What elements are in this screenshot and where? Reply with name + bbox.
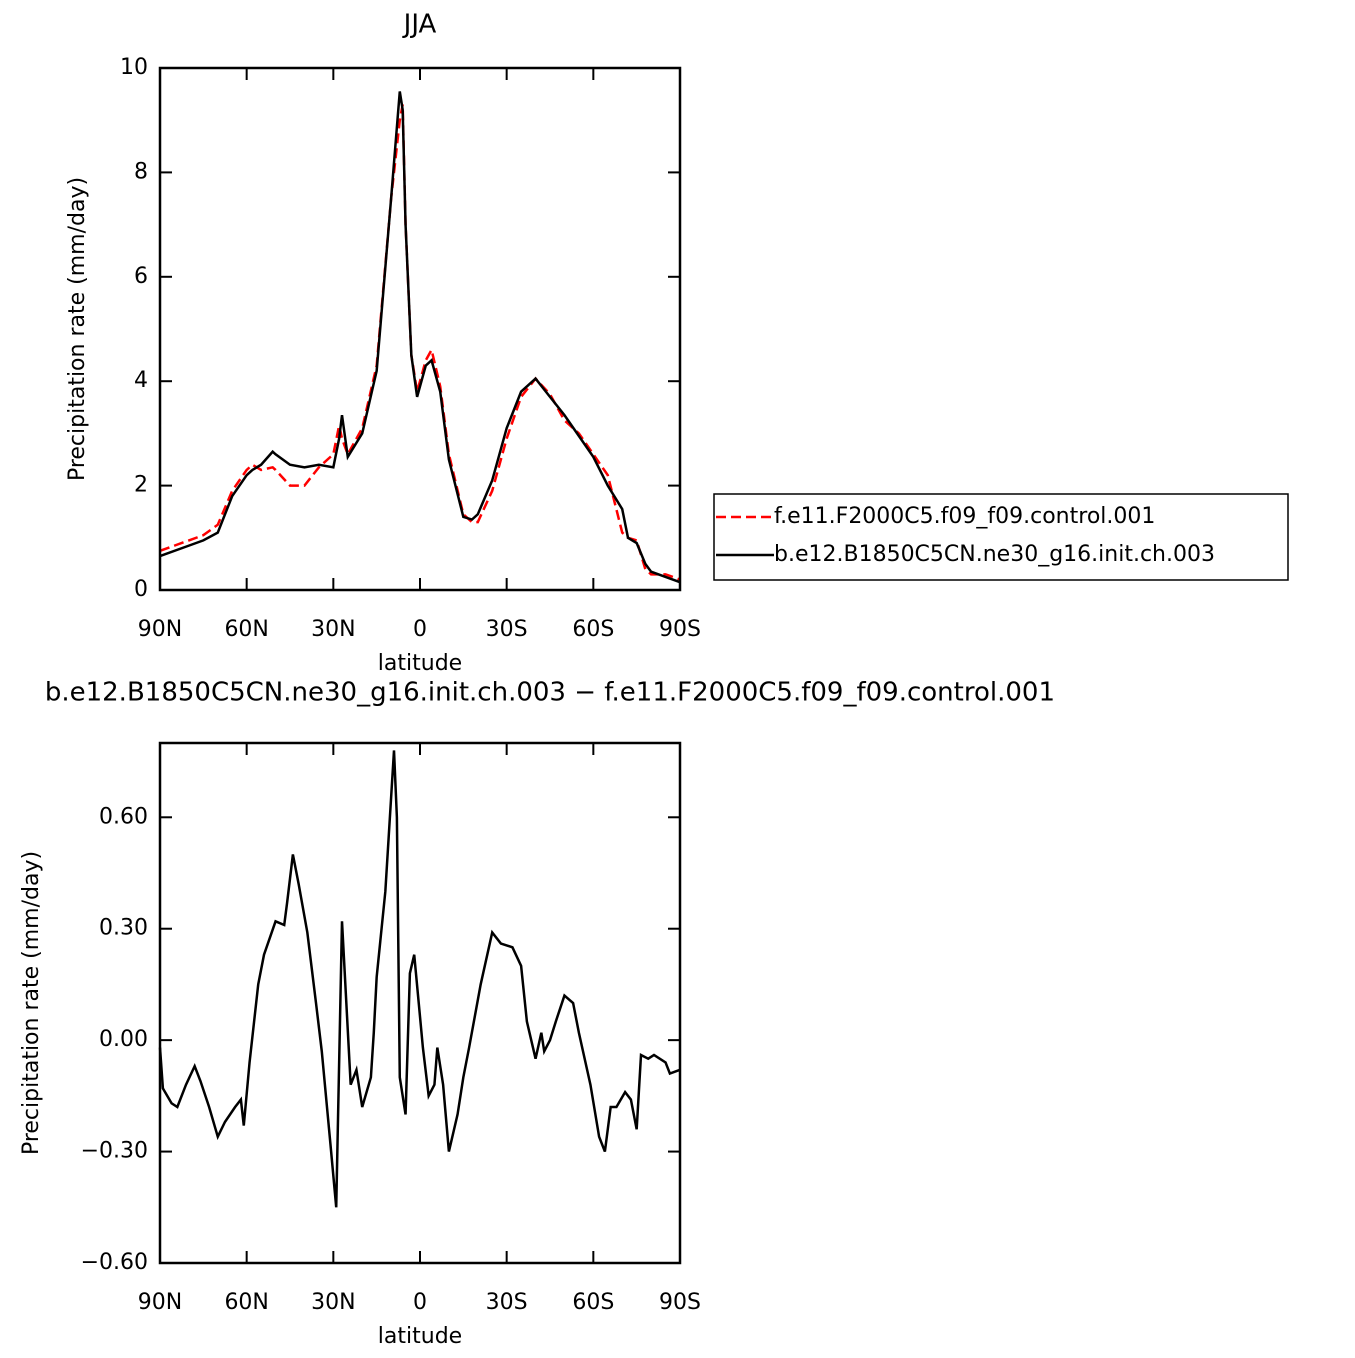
- x-tick-label: 90N: [138, 617, 182, 642]
- chart-title: b.e12.B1850C5CN.ne30_g16.init.ch.003 − f…: [45, 678, 1055, 708]
- x-axis-label: latitude: [378, 1324, 462, 1349]
- x-tick-label: 90S: [659, 1290, 701, 1315]
- x-tick-label: 60N: [224, 1290, 268, 1315]
- x-tick-label: 60S: [572, 1290, 614, 1315]
- y-tick-label: 6: [134, 264, 148, 289]
- x-axis-label: latitude: [378, 651, 462, 676]
- y-axis-label: Precipitation rate (mm/day): [19, 851, 44, 1155]
- legend-label: f.e11.F2000C5.f09_f09.control.001: [774, 504, 1155, 529]
- y-tick-label: 10: [120, 55, 148, 80]
- x-tick-label: 0: [413, 1290, 427, 1315]
- y-tick-label: −0.60: [81, 1250, 148, 1275]
- chart-title: JJA: [402, 10, 437, 40]
- y-tick-label: 4: [134, 368, 148, 393]
- y-axis-label: Precipitation rate (mm/day): [65, 177, 90, 481]
- y-tick-label: 2: [134, 473, 148, 498]
- y-tick-label: 0.60: [99, 804, 148, 829]
- x-tick-label: 30N: [311, 617, 355, 642]
- x-tick-label: 30N: [311, 1290, 355, 1315]
- x-tick-label: 60S: [572, 617, 614, 642]
- legend-box: [713, 493, 1289, 581]
- x-tick-label: 90S: [659, 617, 701, 642]
- plot-frame: [158, 66, 682, 592]
- data-line: [159, 104, 681, 581]
- legend-label: b.e12.B1850C5CN.ne30_g16.init.ch.003: [774, 542, 1215, 567]
- data-line: [158, 750, 681, 1208]
- plot-frame: [158, 741, 682, 1265]
- x-tick-label: 60N: [224, 617, 268, 642]
- x-tick-label: 30S: [486, 617, 528, 642]
- y-tick-label: 0: [134, 577, 148, 602]
- y-tick-label: −0.30: [81, 1139, 148, 1164]
- x-tick-label: 0: [413, 617, 427, 642]
- y-tick-label: 0.00: [99, 1027, 148, 1052]
- data-line: [159, 91, 681, 584]
- x-tick-label: 30S: [486, 1290, 528, 1315]
- y-tick-label: 8: [134, 159, 148, 184]
- x-tick-label: 90N: [138, 1290, 182, 1315]
- y-tick-label: 0.30: [99, 916, 148, 941]
